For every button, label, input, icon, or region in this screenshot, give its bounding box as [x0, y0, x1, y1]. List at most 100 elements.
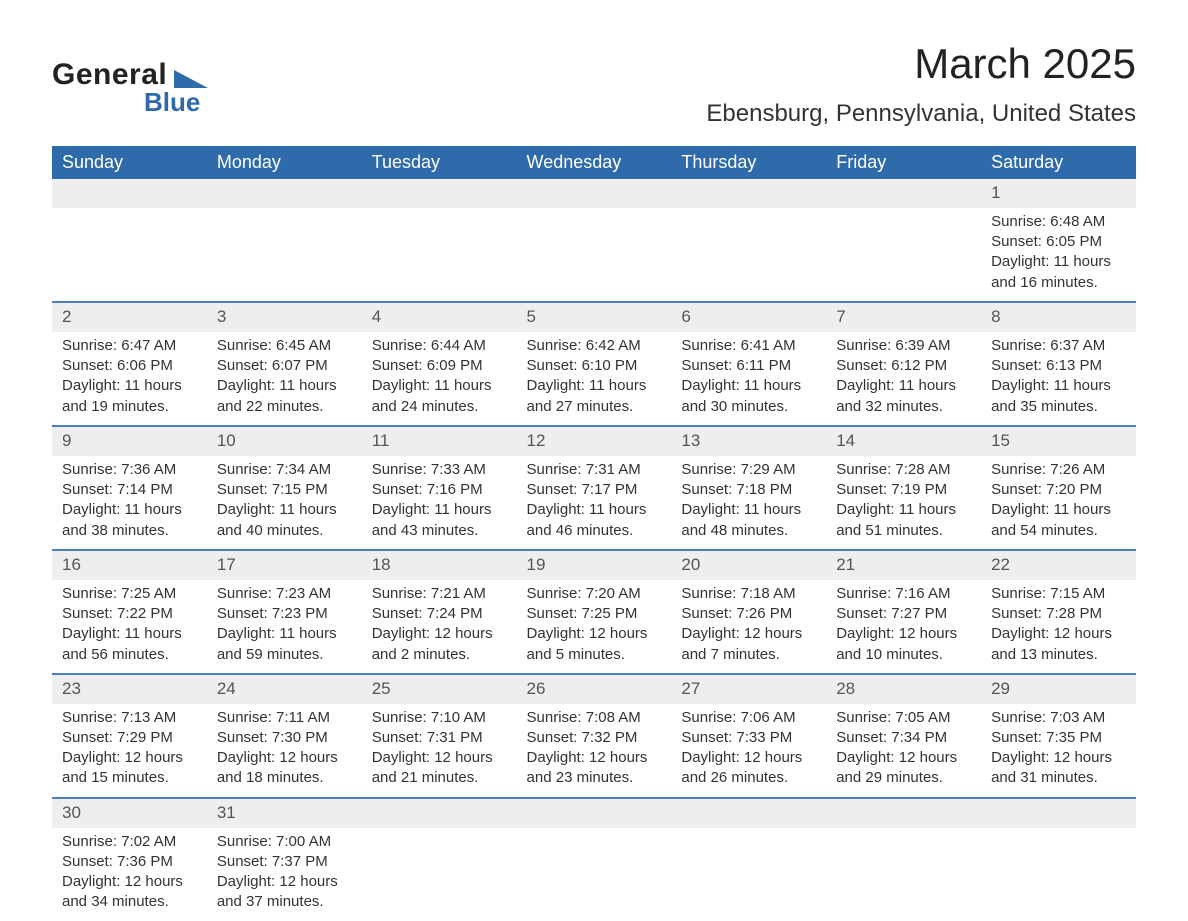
daylight-line: Daylight: 11 hours and 46 minutes. [527, 500, 662, 541]
calendar-cell [517, 179, 672, 302]
day-number: 2 [52, 303, 207, 332]
empty-daynum [671, 799, 826, 828]
day-data: Sunrise: 6:39 AMSunset: 6:12 PMDaylight:… [826, 332, 981, 425]
daylight-line: Daylight: 12 hours and 31 minutes. [991, 748, 1126, 789]
day-data: Sunrise: 6:47 AMSunset: 6:06 PMDaylight:… [52, 332, 207, 425]
day-number: 3 [207, 303, 362, 332]
daylight-line: Daylight: 11 hours and 27 minutes. [527, 376, 662, 417]
daylight-line: Daylight: 11 hours and 24 minutes. [372, 376, 507, 417]
sunrise-line: Sunrise: 6:42 AM [527, 336, 662, 356]
sunrise-line: Sunrise: 7:18 AM [681, 584, 816, 604]
day-data: Sunrise: 7:21 AMSunset: 7:24 PMDaylight:… [362, 580, 517, 673]
day-data: Sunrise: 7:10 AMSunset: 7:31 PMDaylight:… [362, 704, 517, 797]
sunset-line: Sunset: 7:29 PM [62, 728, 197, 748]
day-data: Sunrise: 6:44 AMSunset: 6:09 PMDaylight:… [362, 332, 517, 425]
day-data: Sunrise: 7:03 AMSunset: 7:35 PMDaylight:… [981, 704, 1136, 797]
calendar-cell [671, 798, 826, 921]
calendar-cell: 28Sunrise: 7:05 AMSunset: 7:34 PMDayligh… [826, 674, 981, 798]
sunset-line: Sunset: 7:30 PM [217, 728, 352, 748]
calendar-body: 1Sunrise: 6:48 AMSunset: 6:05 PMDaylight… [52, 179, 1136, 921]
day-data: Sunrise: 7:02 AMSunset: 7:36 PMDaylight:… [52, 828, 207, 921]
calendar-cell: 30Sunrise: 7:02 AMSunset: 7:36 PMDayligh… [52, 798, 207, 921]
day-data: Sunrise: 7:20 AMSunset: 7:25 PMDaylight:… [517, 580, 672, 673]
day-number: 9 [52, 427, 207, 456]
day-data: Sunrise: 6:37 AMSunset: 6:13 PMDaylight:… [981, 332, 1136, 425]
day-data: Sunrise: 7:13 AMSunset: 7:29 PMDaylight:… [52, 704, 207, 797]
daylight-line: Daylight: 12 hours and 2 minutes. [372, 624, 507, 665]
sunrise-line: Sunrise: 7:29 AM [681, 460, 816, 480]
sunset-line: Sunset: 7:25 PM [527, 604, 662, 624]
daylight-line: Daylight: 12 hours and 29 minutes. [836, 748, 971, 789]
sunrise-line: Sunrise: 6:44 AM [372, 336, 507, 356]
empty-daynum [671, 179, 826, 208]
calendar-cell [826, 798, 981, 921]
day-data: Sunrise: 7:06 AMSunset: 7:33 PMDaylight:… [671, 704, 826, 797]
sunset-line: Sunset: 7:14 PM [62, 480, 197, 500]
calendar-cell: 27Sunrise: 7:06 AMSunset: 7:33 PMDayligh… [671, 674, 826, 798]
calendar-cell: 24Sunrise: 7:11 AMSunset: 7:30 PMDayligh… [207, 674, 362, 798]
sunset-line: Sunset: 6:07 PM [217, 356, 352, 376]
sunset-line: Sunset: 7:33 PM [681, 728, 816, 748]
calendar-row: 1Sunrise: 6:48 AMSunset: 6:05 PMDaylight… [52, 179, 1136, 302]
calendar-cell [981, 798, 1136, 921]
empty-daynum [362, 179, 517, 208]
sunrise-line: Sunrise: 7:08 AM [527, 708, 662, 728]
calendar-cell: 4Sunrise: 6:44 AMSunset: 6:09 PMDaylight… [362, 302, 517, 426]
weekday-header: Friday [826, 146, 981, 179]
day-number: 8 [981, 303, 1136, 332]
title-block: March 2025 Ebensburg, Pennsylvania, Unit… [706, 40, 1136, 138]
sunrise-line: Sunrise: 7:36 AM [62, 460, 197, 480]
daylight-line: Daylight: 11 hours and 38 minutes. [62, 500, 197, 541]
calendar-cell: 7Sunrise: 6:39 AMSunset: 6:12 PMDaylight… [826, 302, 981, 426]
calendar-cell: 16Sunrise: 7:25 AMSunset: 7:22 PMDayligh… [52, 550, 207, 674]
weekday-header: Tuesday [362, 146, 517, 179]
weekday-header: Monday [207, 146, 362, 179]
daylight-line: Daylight: 11 hours and 56 minutes. [62, 624, 197, 665]
day-data: Sunrise: 6:48 AMSunset: 6:05 PMDaylight:… [981, 208, 1136, 301]
sunrise-line: Sunrise: 7:13 AM [62, 708, 197, 728]
day-data: Sunrise: 6:41 AMSunset: 6:11 PMDaylight:… [671, 332, 826, 425]
daylight-line: Daylight: 11 hours and 16 minutes. [991, 252, 1126, 293]
day-data: Sunrise: 7:36 AMSunset: 7:14 PMDaylight:… [52, 456, 207, 549]
header: General Blue March 2025 Ebensburg, Penns… [52, 40, 1136, 138]
daylight-line: Daylight: 11 hours and 19 minutes. [62, 376, 197, 417]
day-data: Sunrise: 6:42 AMSunset: 6:10 PMDaylight:… [517, 332, 672, 425]
day-number: 27 [671, 675, 826, 704]
sunrise-line: Sunrise: 7:28 AM [836, 460, 971, 480]
daylight-line: Daylight: 11 hours and 30 minutes. [681, 376, 816, 417]
sunset-line: Sunset: 7:34 PM [836, 728, 971, 748]
daylight-line: Daylight: 11 hours and 48 minutes. [681, 500, 816, 541]
day-number: 4 [362, 303, 517, 332]
sunset-line: Sunset: 7:22 PM [62, 604, 197, 624]
calendar-cell: 12Sunrise: 7:31 AMSunset: 7:17 PMDayligh… [517, 426, 672, 550]
daylight-line: Daylight: 12 hours and 21 minutes. [372, 748, 507, 789]
day-number: 24 [207, 675, 362, 704]
day-number: 17 [207, 551, 362, 580]
sunset-line: Sunset: 7:18 PM [681, 480, 816, 500]
day-number: 29 [981, 675, 1136, 704]
day-number: 1 [981, 179, 1136, 208]
daylight-line: Daylight: 12 hours and 37 minutes. [217, 872, 352, 913]
sunrise-line: Sunrise: 7:34 AM [217, 460, 352, 480]
sunset-line: Sunset: 7:35 PM [991, 728, 1126, 748]
sunset-line: Sunset: 7:19 PM [836, 480, 971, 500]
calendar-cell [517, 798, 672, 921]
calendar-cell [52, 179, 207, 302]
sunset-line: Sunset: 7:28 PM [991, 604, 1126, 624]
day-number: 11 [362, 427, 517, 456]
daylight-line: Daylight: 12 hours and 7 minutes. [681, 624, 816, 665]
daylight-line: Daylight: 12 hours and 26 minutes. [681, 748, 816, 789]
calendar-table: Sunday Monday Tuesday Wednesday Thursday… [52, 146, 1136, 921]
calendar-cell: 20Sunrise: 7:18 AMSunset: 7:26 PMDayligh… [671, 550, 826, 674]
sunrise-line: Sunrise: 6:41 AM [681, 336, 816, 356]
sunrise-line: Sunrise: 7:11 AM [217, 708, 352, 728]
daylight-line: Daylight: 12 hours and 5 minutes. [527, 624, 662, 665]
empty-daynum [517, 179, 672, 208]
sunset-line: Sunset: 7:26 PM [681, 604, 816, 624]
calendar-cell: 11Sunrise: 7:33 AMSunset: 7:16 PMDayligh… [362, 426, 517, 550]
logo: General Blue [52, 58, 208, 118]
day-number: 12 [517, 427, 672, 456]
calendar-cell: 10Sunrise: 7:34 AMSunset: 7:15 PMDayligh… [207, 426, 362, 550]
calendar-row: 23Sunrise: 7:13 AMSunset: 7:29 PMDayligh… [52, 674, 1136, 798]
day-data: Sunrise: 7:11 AMSunset: 7:30 PMDaylight:… [207, 704, 362, 797]
